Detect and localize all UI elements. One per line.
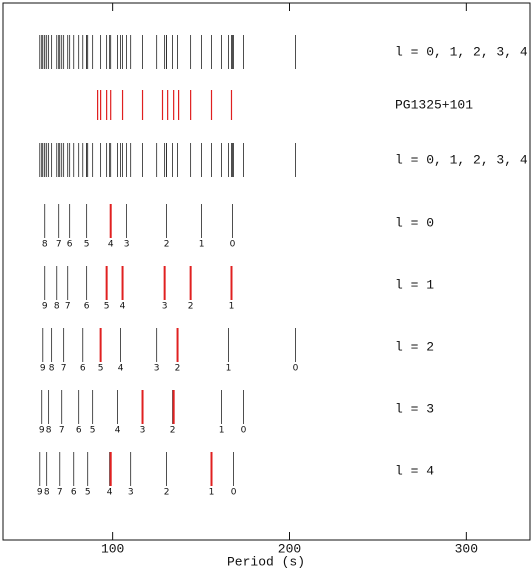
mode-k-label: 9 <box>40 364 46 374</box>
mode-k-label: 9 <box>39 426 45 436</box>
row-label: PG1325+101 <box>395 97 473 112</box>
mode-k-label: 8 <box>46 426 52 436</box>
mode-k-label: 2 <box>164 240 170 250</box>
row-label: l = 2 <box>395 339 434 354</box>
mode-k-label: 7 <box>65 302 71 312</box>
x-tick-label: 100 <box>101 541 124 556</box>
mode-k-label: 1 <box>229 302 235 312</box>
mode-k-label: 8 <box>49 364 55 374</box>
mode-k-label: 2 <box>170 426 176 436</box>
mode-k-label: 1 <box>226 364 232 374</box>
mode-k-label: 5 <box>84 240 90 250</box>
mode-k-label: 4 <box>118 364 124 374</box>
mode-k-label: 6 <box>71 488 77 498</box>
mode-k-label: 6 <box>67 240 73 250</box>
x-tick-label: 200 <box>278 541 301 556</box>
mode-k-label: 4 <box>120 302 126 312</box>
row-label: l = 0, 1, 2, 3, 4 <box>395 152 528 167</box>
mode-k-label: 4 <box>107 488 113 498</box>
mode-k-label: 0 <box>230 240 236 250</box>
mode-k-label: 3 <box>162 302 168 312</box>
x-axis-label: Period (s) <box>227 554 305 569</box>
mode-k-label: 1 <box>199 240 205 250</box>
mode-k-label: 0 <box>231 488 237 498</box>
mode-k-label: 3 <box>140 426 146 436</box>
mode-k-label: 0 <box>241 426 247 436</box>
row-label: l = 1 <box>395 277 434 292</box>
mode-k-label: 2 <box>188 302 194 312</box>
mode-k-label: 2 <box>175 364 181 374</box>
mode-k-label: 7 <box>56 240 62 250</box>
mode-k-label: 2 <box>164 488 170 498</box>
mode-k-label: 6 <box>80 364 86 374</box>
mode-k-label: 3 <box>124 240 130 250</box>
mode-k-label: 8 <box>54 302 60 312</box>
mode-k-label: 6 <box>84 302 90 312</box>
mode-k-label: 7 <box>59 426 65 436</box>
row-label: l = 0, 1, 2, 3, 4 <box>395 44 528 59</box>
mode-k-label: 8 <box>42 240 48 250</box>
mode-k-label: 7 <box>57 488 63 498</box>
mode-k-label: 3 <box>154 364 160 374</box>
mode-k-label: 6 <box>76 426 82 436</box>
mode-k-label: 4 <box>108 240 114 250</box>
row-label: l = 0 <box>395 215 434 230</box>
mode-k-label: 1 <box>219 426 225 436</box>
row-label: l = 4 <box>395 463 434 478</box>
mode-k-label: 3 <box>128 488 134 498</box>
mode-k-label: 8 <box>44 488 50 498</box>
mode-k-label: 4 <box>115 426 121 436</box>
mode-k-label: 7 <box>61 364 67 374</box>
row-label: l = 3 <box>395 401 434 416</box>
mode-k-label: 5 <box>98 364 104 374</box>
x-tick-label: 300 <box>455 541 478 556</box>
mode-k-label: 0 <box>293 364 299 374</box>
plot-frame <box>2 2 531 541</box>
mode-k-label: 1 <box>209 488 215 498</box>
mode-k-label: 5 <box>104 302 110 312</box>
mode-k-label: 5 <box>85 488 91 498</box>
mode-k-label: 9 <box>42 302 48 312</box>
mode-k-label: 5 <box>90 426 96 436</box>
mode-k-label: 9 <box>37 488 43 498</box>
